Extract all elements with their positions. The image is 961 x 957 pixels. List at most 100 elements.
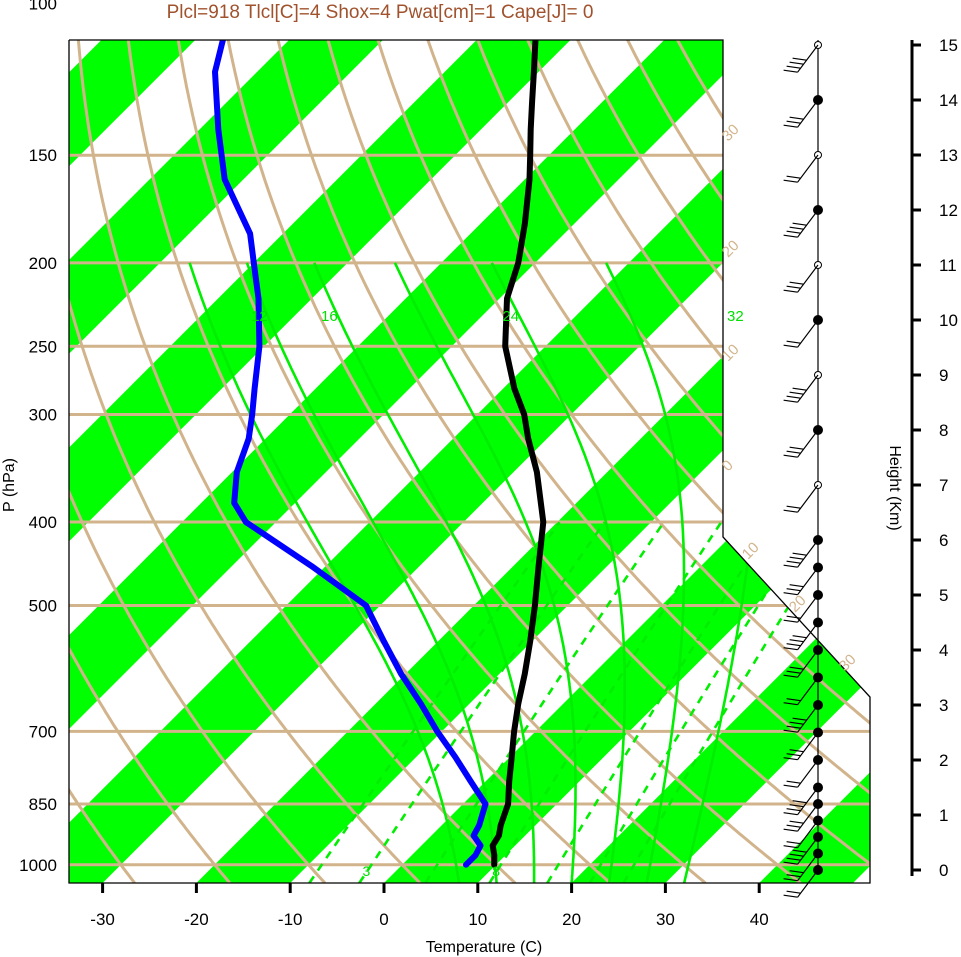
dry-adiabat [73,40,517,883]
height-tick-label: 4 [939,641,948,660]
height-tick-label: 5 [939,586,948,605]
dry-adiabat [0,0,40,883]
height-tick-label: 0 [939,861,948,880]
mixing-ratio-line [358,521,606,883]
dry-adiabat [69,40,136,883]
wind-barb-flag [783,399,798,403]
wind-barb-flag [783,289,798,293]
wind-barb-flag [783,179,798,183]
mixing-ratio-label: 3 [363,863,371,879]
wind-barb-flag [789,61,804,65]
wind-barb-flag [789,666,804,670]
plot-area [0,0,961,883]
wind-barb-shaft [797,594,819,623]
wind-barb-shaft [797,836,819,865]
wind-barb-flag [786,230,801,234]
wind-barb-flag [792,387,807,391]
x-tick-label: 40 [750,910,769,929]
wind-barb-shaft [797,787,819,816]
mixing-ratio-line [622,521,842,883]
wind-barb-flag [783,454,798,458]
wind-barb-shaft [797,484,819,513]
wind-barb-flag [786,857,801,861]
x-tick-label: -10 [278,910,303,929]
wind-profile [783,40,823,898]
dry-adiabat [312,40,870,883]
y-tick-label: 700 [29,722,57,741]
wind-barb-flag [783,124,798,128]
wind-barb-flag [786,725,801,729]
wind-barb-flag [789,556,804,560]
dry-adiabat [169,40,707,883]
wind-barb-flag [783,509,798,513]
moist-adiabat [393,262,577,883]
wind-barb-flag [786,65,801,69]
wind-barb-shaft [797,374,819,403]
wind-barb-flag [783,845,798,849]
wind-barb-flag [786,670,801,674]
moist-adiabat [313,262,536,883]
height-tick-label: 7 [939,476,948,495]
height-tick-label: 12 [939,201,958,220]
y-tick-label: 250 [29,337,57,356]
wind-barb-flag [789,639,804,643]
wind-barb-flag [792,800,807,804]
moist-adiabat [604,262,686,883]
mixing-ratio-line [588,521,812,883]
isotherm-band [196,40,870,883]
wind-barb-flag [786,841,801,845]
height-tick-label: 15 [939,36,958,55]
dry-adiabat [69,40,231,883]
wind-barb-shaft [797,853,819,882]
wind-barb-flag [783,702,798,706]
dry-adiabat [360,40,870,883]
wind-barb-flag [792,635,807,639]
wind-barb-shaft [797,759,819,788]
wind-barb-flag [786,560,801,564]
dry-adiabat [69,40,422,883]
wind-barb-shaft [797,820,819,849]
wind-barb-shaft [797,732,819,761]
mixing-ratio-label: 8 [492,863,500,879]
wind-barb-shaft [797,649,819,678]
wind-barb-flag [789,804,804,808]
dry-adiabat [217,40,802,883]
dry-adiabat [69,40,327,883]
dewpoint-profile-line [212,40,489,868]
height-tick-label: 13 [939,146,958,165]
wind-barb-shaft [797,154,819,183]
mixing-ratio-line [488,521,723,883]
wind-barb-flag [792,222,807,226]
sounding-profiles [212,40,547,868]
y-tick-label: 850 [29,795,57,814]
wind-barb-flag [789,870,804,874]
wind-barb-flag [789,749,804,753]
wind-barb-flag [783,564,798,568]
wind-barb-flag [789,226,804,230]
dry-adiabat [408,40,870,883]
wind-barb-flag [786,824,801,828]
wind-barb-flag [783,344,798,348]
wind-barb-flag [783,878,798,882]
wind-barb-flag [783,69,798,73]
y-tick-label: 1000 [19,856,57,875]
wind-barb-shaft [797,704,819,733]
wind-barb-flag [783,894,798,898]
wind-barb-flag [786,340,801,344]
y-tick-label: 500 [29,597,57,616]
wind-barb-flag [783,812,798,816]
wind-barb-flag [792,717,807,721]
temperature-profile-line [489,40,547,868]
height-axis-title: Height (Km) [886,445,903,530]
x-tick-label: 10 [468,910,487,929]
wind-barb-flag [792,552,807,556]
wind-barb-flag [786,808,801,812]
isotherm-band [69,40,383,883]
isotherm-band [69,40,571,883]
dry-adiabat [889,0,961,883]
wind-barb-flag [783,828,798,832]
wind-barb-flag [786,874,801,878]
wind-barb-shaft [797,319,819,348]
wind-barb-flag [789,391,804,395]
